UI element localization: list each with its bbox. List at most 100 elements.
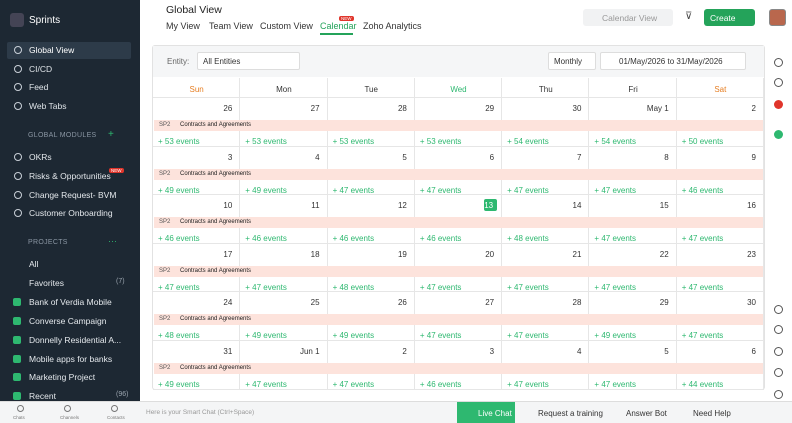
- nav-item[interactable]: Global View: [29, 45, 75, 55]
- rail-icon[interactable]: [774, 390, 783, 399]
- tab[interactable]: Calendar: [320, 21, 357, 31]
- events-link[interactable]: + 54 events: [594, 137, 637, 146]
- add-icon[interactable]: +: [108, 129, 114, 140]
- events-link[interactable]: + 47 events: [158, 282, 200, 292]
- bottom-icon[interactable]: [111, 405, 118, 412]
- events-link[interactable]: + 47 events: [507, 282, 549, 292]
- training[interactable]: Request a training: [538, 409, 603, 418]
- events-link[interactable]: + 47 events: [507, 380, 549, 389]
- events-link[interactable]: + 47 events: [594, 282, 637, 292]
- period-value[interactable]: Monthly: [554, 57, 583, 66]
- events-link[interactable]: + 47 events: [245, 380, 287, 389]
- event-tag[interactable]: SP2: [159, 219, 171, 226]
- more-icon[interactable]: ···: [108, 236, 117, 246]
- events-link[interactable]: + 49 events: [158, 380, 200, 389]
- event-bar[interactable]: [154, 168, 763, 180]
- bottom-link[interactable]: Contacts: [107, 415, 125, 420]
- tab[interactable]: Team View: [209, 21, 253, 31]
- event-bar[interactable]: [154, 363, 763, 374]
- event-title[interactable]: Contracts and Agreements: [180, 365, 252, 371]
- module-item[interactable]: Risks & Opportunities: [29, 170, 111, 181]
- event-bar[interactable]: [154, 217, 763, 229]
- events-link[interactable]: + 47 events: [681, 282, 724, 292]
- project-item[interactable]: Recent: [29, 391, 56, 402]
- help[interactable]: Need Help: [693, 409, 731, 418]
- events-link[interactable]: + 47 events: [594, 380, 637, 389]
- events-link[interactable]: + 48 events: [332, 282, 375, 292]
- create-label[interactable]: Create: [710, 13, 736, 23]
- events-link[interactable]: + 47 events: [332, 380, 375, 389]
- entity-select[interactable]: [197, 52, 300, 70]
- project-item[interactable]: Donnelly Residential A...: [29, 334, 122, 345]
- project-item[interactable]: Mobile apps for banks: [29, 353, 113, 364]
- events-link[interactable]: + 47 events: [594, 234, 637, 244]
- event-bar[interactable]: [154, 120, 763, 131]
- rail-icon[interactable]: [774, 305, 783, 314]
- calendar-view-button[interactable]: [583, 9, 673, 26]
- events-link[interactable]: + 46 events: [681, 185, 724, 195]
- events-link[interactable]: + 46 events: [332, 234, 375, 244]
- events-link[interactable]: + 47 events: [419, 185, 462, 195]
- event-tag[interactable]: SP2: [159, 365, 171, 371]
- events-link[interactable]: + 44 events: [681, 380, 724, 389]
- bottom-link[interactable]: Chats: [13, 415, 25, 420]
- events-link[interactable]: + 49 events: [332, 331, 375, 341]
- project-item[interactable]: All: [29, 259, 39, 269]
- rail-icon[interactable]: [774, 58, 783, 67]
- bottom-icon[interactable]: [17, 405, 24, 412]
- create-button[interactable]: [704, 9, 755, 26]
- event-tag[interactable]: SP2: [159, 316, 171, 323]
- events-link[interactable]: + 54 events: [507, 137, 549, 146]
- events-link[interactable]: + 47 events: [681, 234, 724, 244]
- events-link[interactable]: + 49 events: [594, 331, 637, 341]
- events-link[interactable]: + 53 events: [158, 137, 200, 146]
- event-title[interactable]: Contracts and Agreements: [180, 219, 252, 226]
- event-title[interactable]: Contracts and Agreements: [180, 170, 252, 177]
- period-select[interactable]: [548, 52, 596, 70]
- events-link[interactable]: + 47 events: [419, 282, 462, 292]
- rail-icon[interactable]: [774, 347, 783, 356]
- tab[interactable]: My View: [166, 21, 200, 31]
- filter-icon[interactable]: ⊽: [685, 11, 693, 22]
- events-link[interactable]: + 49 events: [245, 185, 287, 195]
- events-link[interactable]: + 49 events: [158, 185, 200, 195]
- rail-icon[interactable]: [774, 100, 783, 109]
- event-tag[interactable]: SP2: [159, 267, 171, 274]
- live-chat[interactable]: Live Chat: [478, 409, 512, 418]
- project-item[interactable]: Marketing Project: [29, 372, 96, 383]
- events-link[interactable]: + 47 events: [332, 185, 375, 195]
- entity-value[interactable]: All Entities: [203, 57, 241, 66]
- events-link[interactable]: + 47 events: [681, 331, 724, 341]
- events-link[interactable]: + 46 events: [419, 234, 462, 244]
- bottom-icon[interactable]: [64, 405, 71, 412]
- event-bar[interactable]: [154, 265, 763, 277]
- project-item[interactable]: Favorites: [29, 277, 64, 288]
- events-link[interactable]: + 46 events: [245, 234, 287, 244]
- answer-bot[interactable]: Answer Bot: [626, 409, 667, 418]
- events-link[interactable]: + 47 events: [594, 185, 637, 195]
- rail-icon[interactable]: [774, 78, 783, 87]
- module-item[interactable]: Customer Onboarding: [29, 208, 113, 219]
- tab[interactable]: Custom View: [260, 21, 313, 31]
- events-link[interactable]: + 53 events: [419, 137, 462, 146]
- events-link[interactable]: + 46 events: [158, 234, 200, 244]
- rail-icon[interactable]: [774, 130, 783, 139]
- range-select[interactable]: [600, 52, 746, 70]
- events-link[interactable]: + 47 events: [419, 331, 462, 341]
- event-title[interactable]: Contracts and Agreements: [180, 267, 252, 274]
- event-bar[interactable]: [154, 314, 763, 326]
- bottom-link[interactable]: Channels: [60, 415, 80, 420]
- events-link[interactable]: + 50 events: [681, 137, 724, 146]
- project-item[interactable]: Converse Campaign: [29, 315, 107, 326]
- events-link[interactable]: + 48 events: [158, 331, 200, 341]
- rail-icon[interactable]: [774, 325, 783, 334]
- events-link[interactable]: + 47 events: [245, 282, 287, 292]
- range-value[interactable]: 01/May/2026 to 31/May/2026: [619, 57, 723, 66]
- event-tag[interactable]: SP2: [159, 122, 171, 128]
- module-item[interactable]: Change Request- BVM: [29, 189, 117, 200]
- events-link[interactable]: + 48 events: [507, 234, 549, 244]
- smart-chat[interactable]: Here is your Smart Chat (Ctrl+Space): [146, 409, 255, 416]
- event-title[interactable]: Contracts and Agreements: [180, 122, 252, 128]
- events-link[interactable]: + 47 events: [507, 185, 549, 195]
- events-link[interactable]: + 49 events: [245, 331, 287, 341]
